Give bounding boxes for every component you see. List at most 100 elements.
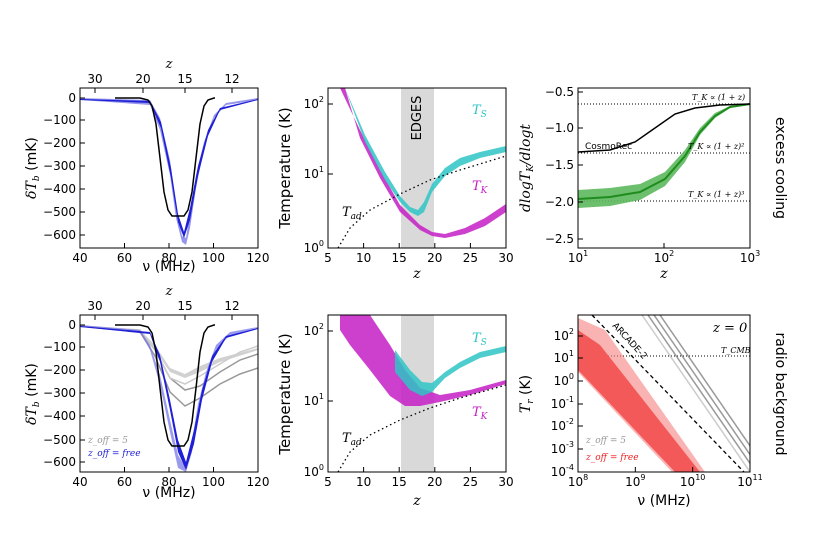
radio-background-label: radio background — [772, 333, 788, 456]
p2-ytick-label-exp: 1 — [319, 165, 324, 174]
ts-label-main: T — [472, 103, 482, 118]
p3-ytick-label: −2.5 — [545, 232, 574, 246]
p6-ytick-label: 100 — [554, 372, 574, 388]
p5-ytick-label-exp: 1 — [319, 392, 324, 401]
p6-xtick-label: 109 — [625, 473, 645, 489]
p3-xtick-label-base: 10 — [740, 251, 755, 265]
p2-ytick-label-exp: 2 — [319, 95, 324, 104]
edges-curve — [115, 97, 215, 217]
p6-xtick-label: 108 — [568, 473, 588, 489]
p2-ytick-label-base: 10 — [304, 241, 319, 255]
p3-xtick-label-base: 10 — [654, 251, 669, 265]
p3-ytick-label: −1.5 — [545, 158, 574, 172]
p2-xtick-label: 5 — [324, 251, 332, 265]
p3-xtick-label-exp: 2 — [669, 249, 674, 258]
tad-label-main: T — [342, 205, 352, 220]
p1-xtick-label: 60 — [117, 251, 132, 265]
p2-xtick-label: 25 — [463, 251, 478, 265]
p6-xtick-label-exp: 8 — [583, 473, 588, 482]
p6-ytick-label: 101 — [554, 349, 574, 365]
p4-ylabel-sub: b — [32, 401, 42, 407]
p4-xtick-label: 60 — [117, 475, 132, 489]
p6-xtick-label-base: 10 — [680, 475, 695, 489]
p4-ytick-label: −100 — [43, 340, 76, 354]
svg-text:dlogTK/dlogt: dlogTK/dlogt — [518, 124, 536, 212]
p4-xtick-label: 80 — [161, 475, 176, 489]
panel-3-excess-cooling — [577, 87, 751, 249]
p2-xtick-label: 30 — [498, 251, 513, 265]
p2-ytick-label-base: 10 — [304, 167, 319, 181]
tk-prop-1: T_K ∝ (1 + z) — [692, 93, 745, 102]
tk-label: TK — [472, 179, 489, 196]
p2-xtick-label: 20 — [427, 251, 442, 265]
excess-cooling-label: excess cooling — [772, 117, 788, 219]
svg-text:δTb (mK): δTb (mK) — [24, 363, 42, 425]
tk-label-main: T — [472, 179, 482, 194]
panel-5-frame — [327, 314, 507, 473]
tad-label-sub: ad — [351, 212, 362, 222]
p2-ytick-label: 100 — [304, 239, 324, 255]
p1-ytick-label: −600 — [43, 228, 76, 242]
p4-top-tick-label: 15 — [177, 299, 192, 313]
p1-xlabel: ν (MHz) — [142, 259, 195, 275]
p6-xtick-label-exp: 10 — [695, 473, 705, 482]
p2-ytick-label-exp: 0 — [319, 239, 324, 248]
red-band-light — [578, 318, 705, 472]
p4-ytick-label: 0 — [68, 318, 76, 332]
band-blue-dark — [80, 326, 258, 470]
p4-top-z-label: z — [165, 284, 173, 299]
cosmorec-curve — [578, 103, 750, 153]
p1-ylabel-sub: b — [32, 175, 42, 181]
p1-ytick-label: −200 — [43, 136, 76, 150]
edges-band — [401, 88, 434, 248]
p3-xtick-label-exp: 1 — [583, 249, 588, 258]
panel-4-absorption-zoff — [79, 314, 259, 473]
p3-ytick-label: −1.0 — [545, 121, 574, 135]
p5-xtick-label: 30 — [498, 475, 513, 489]
p5-xtick-label: 10 — [356, 475, 371, 489]
band-blue-outer — [80, 98, 258, 245]
p3-xtick-label: 101 — [568, 249, 588, 265]
p1-top-z-label: z — [165, 57, 173, 72]
tad-label-2: Tad — [342, 431, 362, 448]
cosmorec-label: CosmoRec — [585, 142, 632, 152]
p2-ytick-label-base: 10 — [304, 97, 319, 111]
p6-xlabel: ν (MHz) — [637, 493, 690, 509]
tad-label-2-sub: ad — [351, 438, 362, 448]
p6-xtick-label-exp: 9 — [640, 473, 645, 482]
p1-ytick-label: −500 — [43, 205, 76, 219]
p4-ytick-label: −600 — [43, 455, 76, 469]
p3-ytick-label: −2.0 — [545, 195, 574, 209]
panel-1-absorption — [79, 87, 259, 249]
p1-top-tick-label: 12 — [224, 72, 239, 86]
p5-xtick-label: 15 — [392, 475, 407, 489]
p5-ytick-label-exp: 2 — [319, 322, 324, 331]
ts-label: TS — [472, 103, 487, 120]
p3-xtick-label-exp: 3 — [755, 249, 760, 258]
p5-ytick-label: 100 — [304, 463, 324, 479]
p5-xlabel: z — [412, 493, 421, 509]
p4-xlabel: ν (MHz) — [142, 485, 195, 501]
arcade-line — [591, 315, 745, 472]
p3-ylabel-tail: /dlogt — [518, 124, 534, 168]
panel-2-temperature — [327, 87, 507, 249]
p6-xtick-label-base: 10 — [625, 475, 640, 489]
svg-text:δTb (mK): δTb (mK) — [24, 137, 42, 199]
ts-label-2: TS — [472, 331, 487, 348]
p6-ytick-label-base: 10 — [551, 419, 566, 433]
tad-label: Tad — [342, 205, 362, 222]
p6-ytick-label: 10-2 — [551, 417, 574, 433]
p6-legend-zoff5: z_off = 5 — [585, 436, 626, 446]
p4-xtick-label: 40 — [72, 475, 87, 489]
p6-ytick-label-base: 10 — [554, 329, 569, 343]
p6-xtick-label: 1010 — [680, 473, 705, 489]
panel-6-frame — [577, 314, 751, 473]
p6-ylabel-sub: r — [526, 399, 536, 404]
p1-ytick-label: −300 — [43, 159, 76, 173]
p2-ytick-label: 102 — [304, 95, 324, 111]
tad-label-2-main: T — [342, 431, 352, 446]
p3-ylabel: dlogTK/dlogt — [518, 124, 536, 212]
p5-ytick-label-base: 10 — [304, 394, 319, 408]
p2-xtick-label: 15 — [392, 251, 407, 265]
